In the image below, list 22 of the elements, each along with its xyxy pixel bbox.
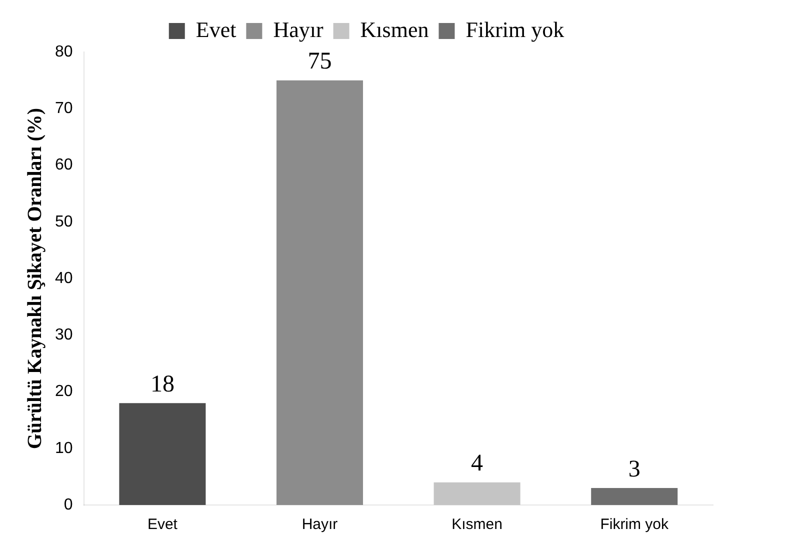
x-tick-label: Fikrim yok: [600, 516, 670, 534]
legend-label: Kısmen: [360, 16, 429, 42]
data-label: 3: [628, 456, 640, 482]
x-tick-label: Hayır: [302, 516, 338, 534]
y-tick-label: 50: [55, 213, 73, 230]
y-tick-label: 80: [55, 43, 73, 60]
x-tick-label: Evet: [147, 516, 178, 534]
y-axis-title: Gürültü Kaynaklı Şikayet Oranları (%): [24, 108, 46, 450]
data-label: 75: [308, 48, 332, 75]
y-tick-label: 30: [55, 326, 73, 344]
y-tick-label: 40: [55, 270, 73, 287]
legend-label: Evet: [196, 16, 236, 42]
y-tick-label: 70: [55, 100, 73, 118]
y-tick-label: 10: [55, 440, 73, 457]
y-tick-label: 20: [55, 383, 73, 400]
legend-label: Hayır: [273, 16, 324, 42]
data-label: 4: [471, 450, 484, 477]
legend-label: Fikrim yok: [466, 16, 564, 42]
y-tick-label: 0: [64, 496, 73, 514]
data-label: 18: [150, 371, 174, 398]
x-tick-label: Kısmen: [452, 516, 502, 534]
y-tick-label: 60: [55, 156, 73, 174]
